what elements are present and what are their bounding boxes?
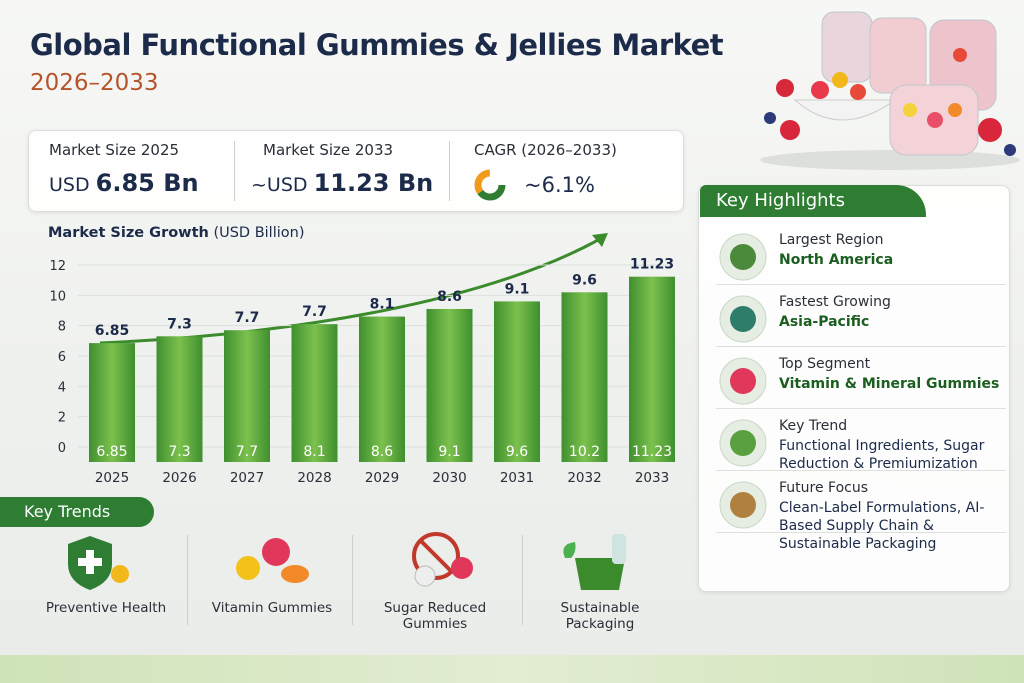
bar (359, 316, 405, 462)
bar (291, 324, 338, 462)
chart-title-main: Market Size Growth (48, 225, 209, 241)
highlight-value: Clean-Label Formulations, AI-Based Suppl… (779, 500, 985, 552)
bar-inner-label: 11.23 (632, 444, 672, 460)
separator (449, 141, 450, 201)
highlight-icon (719, 419, 767, 467)
highlight-label: Fastest Growing (779, 294, 891, 310)
y-tick-label: 2 (58, 411, 66, 426)
highlight-item: Top Segment Vitamin & Mineral Gummies (716, 352, 1006, 409)
x-tick-label: 2025 (95, 470, 129, 486)
subtitle: 2026–2033 (30, 70, 159, 96)
bar-inner-label: 8.1 (303, 444, 325, 460)
highlight-icon (719, 481, 767, 529)
bar (629, 276, 675, 462)
bar (426, 308, 473, 462)
highlights-title: Key Highlights (700, 185, 926, 217)
stat: Market Size 2025 USD 6.85 Bn (49, 141, 199, 197)
trend-label: Vitamin Gummies (211, 600, 333, 616)
highlight-value: Vitamin & Mineral Gummies (779, 376, 1000, 392)
stat: CAGR (2026–2033) ~6.1% (474, 141, 617, 201)
x-tick-label: 2032 (567, 470, 601, 486)
y-tick-label: 0 (58, 441, 66, 456)
highlight-value: Functional Ingredients, Sugar Reduction … (779, 438, 985, 472)
title: Global Functional Gummies & Jellies Mark… (30, 28, 724, 62)
highlight-icon (719, 357, 767, 405)
chart-unit: (USD Billion) (213, 225, 304, 241)
bar-top-label: 8.1 (370, 297, 395, 313)
gummy-jars-illustration (760, 11, 1020, 170)
highlight-value: North America (779, 252, 894, 268)
bar-top-label: 7.7 (235, 310, 260, 326)
y-tick-label: 8 (58, 320, 66, 335)
stat-prefix: ~USD (251, 174, 308, 196)
trend-label: Preventive Health (45, 600, 167, 616)
stat-prefix: USD (49, 174, 90, 196)
highlight-value: Asia-Pacific (779, 314, 870, 330)
bar-top-label: 9.6 (572, 272, 597, 288)
trends-title: Key Trends (0, 497, 154, 527)
highlight-item: Largest Region North America (716, 228, 1006, 285)
x-tick-label: 2027 (230, 470, 264, 486)
stats-card: Market Size 2025 USD 6.85 Bn Market Size… (28, 130, 684, 212)
y-tick-label: 12 (49, 259, 66, 274)
stat-value: 11.23 Bn (313, 169, 434, 197)
bar (494, 301, 540, 462)
bar-chart: Market Size Growth (USD Billion) 0 2 4 6 8 10… (48, 225, 675, 486)
trend-label: Sustainable Packaging (560, 600, 640, 632)
separator (352, 535, 353, 625)
bar-top-label: 8.6 (437, 289, 462, 305)
y-tick-label: 4 (58, 380, 66, 395)
highlight-label: Key Trend (779, 418, 848, 434)
x-tick-label: 2031 (500, 470, 534, 486)
bar-inner-label: 6.85 (96, 444, 127, 460)
footer-strip (0, 655, 1024, 683)
bar-inner-label: 8.6 (371, 444, 393, 460)
separator (522, 535, 523, 625)
bar (89, 343, 135, 462)
cagr-icon (474, 169, 506, 201)
separator (187, 535, 188, 625)
x-tick-label: 2026 (162, 470, 196, 486)
highlight-label: Future Focus (779, 480, 869, 496)
stat-value: 6.85 Bn (95, 169, 199, 197)
x-tick-label: 2030 (432, 470, 466, 486)
y-tick-label: 10 (49, 289, 66, 304)
bar-inner-label: 7.7 (236, 444, 258, 460)
trend-icons (68, 532, 626, 590)
bar-inner-label: 9.1 (438, 444, 460, 460)
bar (156, 336, 203, 462)
x-tick-label: 2029 (365, 470, 399, 486)
trend-label: Sugar Reduced Gummies (383, 600, 487, 632)
x-tick-label: 2028 (297, 470, 331, 486)
bar-top-label: 7.3 (167, 316, 192, 332)
bar (561, 292, 608, 462)
stat-label: CAGR (2026–2033) (474, 141, 617, 159)
bar-inner-label: 10.2 (569, 444, 600, 460)
separator (234, 141, 235, 201)
highlight-item: Key Trend Functional Ingredients, Sugar … (716, 414, 1006, 472)
bar-inner-label: 9.6 (506, 444, 528, 460)
stat-label: Market Size 2025 (49, 141, 180, 159)
stat: Market Size 2033 ~USD 11.23 Bn (251, 141, 433, 197)
highlight-icon (719, 295, 767, 343)
highlight-item: Future Focus Clean-Label Formulations, A… (716, 476, 1006, 552)
bar-top-label: 7.7 (302, 304, 327, 320)
x-tick-label: 2033 (635, 470, 669, 486)
highlight-item: Fastest Growing Asia-Pacific (716, 290, 1006, 347)
highlight-label: Top Segment (779, 356, 871, 372)
stat-value: ~6.1% (524, 173, 595, 197)
bar-top-label: 6.85 (95, 323, 130, 339)
stat-label: Market Size 2033 (263, 141, 394, 159)
highlight-icon (719, 233, 767, 281)
bar-top-label: 9.1 (505, 281, 530, 297)
bar-inner-label: 7.3 (168, 444, 190, 460)
y-tick-label: 6 (58, 350, 66, 365)
bar (224, 330, 270, 462)
arrow-head (592, 233, 608, 247)
highlight-label: Largest Region (779, 232, 884, 248)
chart-title: Market Size Growth (USD Billion) (48, 225, 304, 241)
bar-top-label: 11.23 (630, 257, 674, 273)
